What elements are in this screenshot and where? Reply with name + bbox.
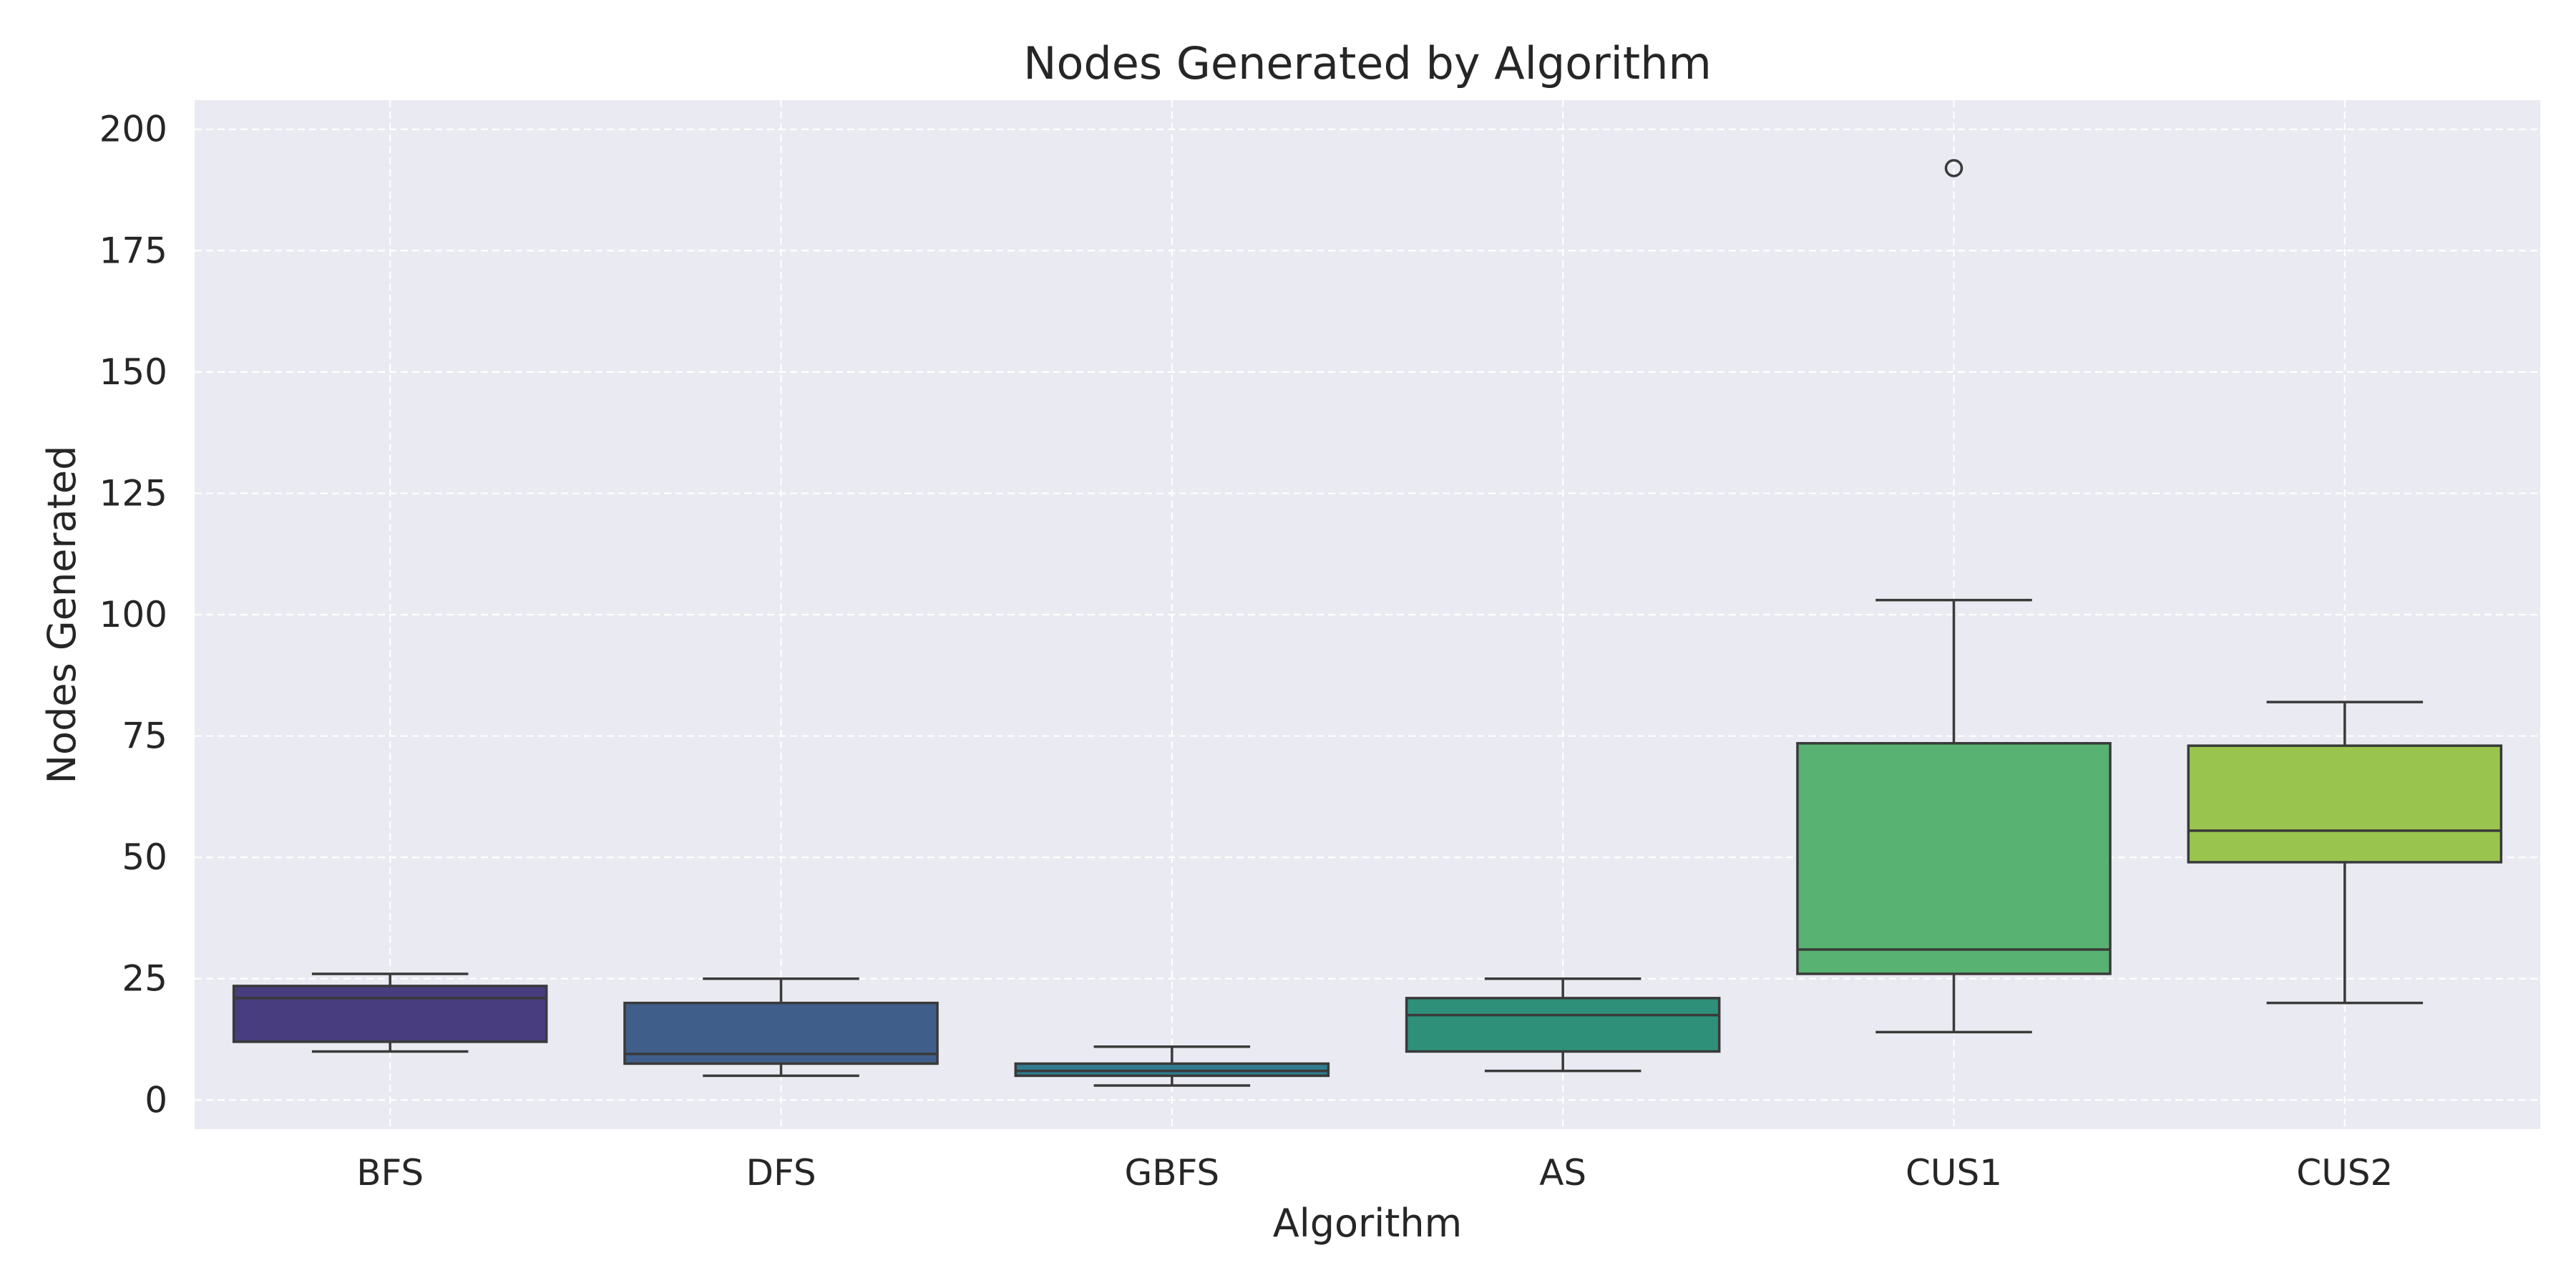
y-tick-label: 150 bbox=[99, 351, 167, 393]
y-tick-label: 50 bbox=[122, 836, 167, 878]
x-tick-label: BFS bbox=[356, 1152, 424, 1194]
iqr-box bbox=[232, 985, 548, 1043]
y-tick-label: 25 bbox=[122, 958, 167, 1000]
box-series bbox=[232, 159, 2503, 1087]
x-tick-label: CUS2 bbox=[2296, 1152, 2393, 1194]
box-as bbox=[1405, 977, 1721, 1073]
box-cus2 bbox=[2187, 701, 2503, 1005]
box-dfs bbox=[623, 977, 939, 1078]
y-tick-label: 200 bbox=[99, 109, 167, 150]
box-cus1 bbox=[1796, 159, 2112, 1034]
grid-lines bbox=[195, 100, 2540, 1129]
chart-title: Nodes Generated by Algorithm bbox=[1023, 37, 1712, 89]
box-gbfs bbox=[1014, 1045, 1330, 1087]
y-axis-ticks: 0 25 50 75 100 125 150 175 200 bbox=[99, 109, 167, 1121]
iqr-box bbox=[1405, 997, 1721, 1053]
x-axis-label: Algorithm bbox=[1273, 1201, 1462, 1246]
y-tick-label: 125 bbox=[99, 472, 167, 514]
y-tick-label: 175 bbox=[99, 230, 167, 271]
outlier-point bbox=[1944, 159, 1963, 177]
x-axis-ticks: BFS DFS GBFS AS CUS1 CUS2 bbox=[356, 1152, 2393, 1194]
y-tick-label: 75 bbox=[122, 716, 167, 757]
x-tick-label: GBFS bbox=[1124, 1152, 1219, 1194]
x-tick-label: AS bbox=[1539, 1152, 1586, 1194]
iqr-box bbox=[2187, 744, 2503, 864]
x-tick-label: CUS1 bbox=[1906, 1152, 2002, 1194]
y-tick-label: 100 bbox=[99, 594, 167, 635]
y-tick-label: 0 bbox=[145, 1079, 167, 1121]
y-axis-label: Nodes Generated bbox=[39, 446, 84, 784]
box-bfs bbox=[232, 972, 548, 1053]
iqr-box bbox=[1796, 742, 2112, 975]
x-tick-label: DFS bbox=[746, 1152, 816, 1194]
